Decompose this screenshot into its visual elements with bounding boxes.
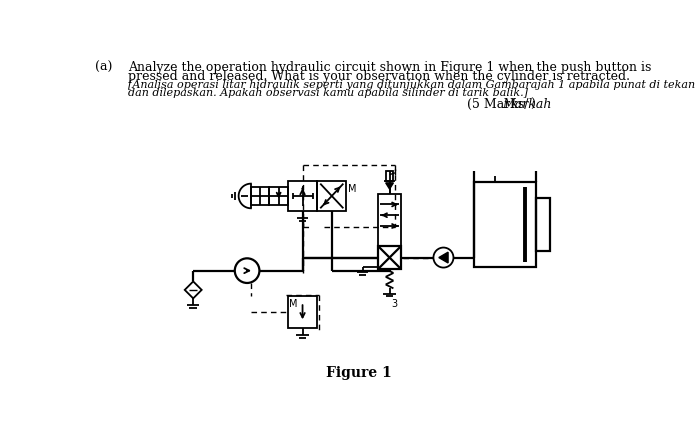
Bar [536,198,550,252]
Bar [288,181,317,212]
Bar [378,247,401,270]
Text: [Analisa operasi litar hidraulik seperti yang ditunjukkan dalam Gambarajah 1 apa: [Analisa operasi litar hidraulik seperti… [128,80,695,90]
Text: 3: 3 [391,298,397,308]
Text: (5 Marks/: (5 Marks/ [467,98,528,111]
Polygon shape [439,253,448,263]
Bar [386,171,393,182]
Text: M: M [348,184,356,194]
Bar [378,194,401,247]
Text: ): ) [530,98,535,111]
Bar [288,296,317,329]
Bar [251,187,270,206]
Bar [270,187,288,206]
Text: dan dilepaskan. Apakah observasi kamu apabila silinder di tarik balik.]: dan dilepaskan. Apakah observasi kamu ap… [128,88,528,98]
Text: Markah: Markah [502,98,552,111]
Polygon shape [386,184,393,190]
Bar [317,181,346,212]
Bar [475,183,536,267]
Text: Figure 1: Figure 1 [326,365,391,379]
Text: Analyze the operation hydraulic circuit shown in Figure 1 when the push button i: Analyze the operation hydraulic circuit … [128,60,651,73]
Text: M: M [290,299,298,309]
Text: (a): (a) [95,60,113,73]
Text: pressed and released. What is your observation when the cylinder is retracted.: pressed and released. What is your obser… [128,70,630,83]
